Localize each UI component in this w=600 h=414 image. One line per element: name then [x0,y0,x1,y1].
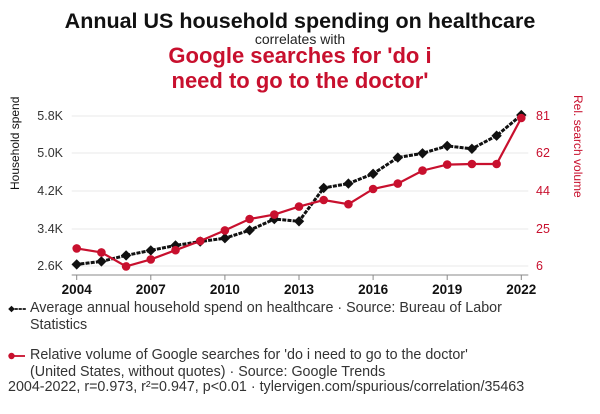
svg-text:81: 81 [536,109,550,123]
svg-text:2010: 2010 [210,282,240,297]
svg-text:3.4K: 3.4K [37,222,63,236]
svg-text:2022: 2022 [506,282,536,297]
svg-text:2007: 2007 [136,282,166,297]
svg-text:2016: 2016 [358,282,389,297]
svg-text:6: 6 [536,259,543,273]
svg-text:62: 62 [536,146,550,160]
svg-text:2013: 2013 [284,282,315,297]
svg-text:2.6K: 2.6K [37,259,63,273]
svg-text:5.8K: 5.8K [37,109,63,123]
svg-text:25: 25 [536,222,550,236]
svg-text:5.0K: 5.0K [37,146,63,160]
svg-text:4.2K: 4.2K [37,184,63,198]
svg-text:2004: 2004 [62,282,93,297]
svg-text:44: 44 [536,184,550,198]
svg-text:2019: 2019 [432,282,462,297]
